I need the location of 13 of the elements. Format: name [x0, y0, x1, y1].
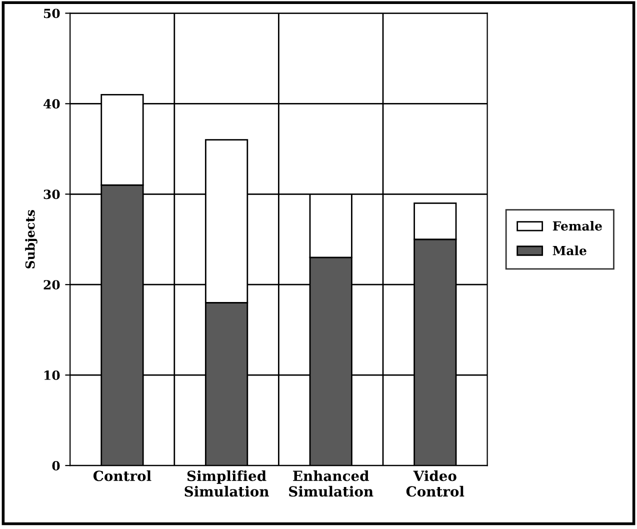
y-tick-label: 50: [44, 8, 60, 18]
y-tick-label: 0: [52, 460, 60, 470]
y-tick-label: 20: [44, 280, 60, 290]
legend-label: Male: [552, 246, 586, 256]
x-tick-label: Simplified Simulation: [184, 470, 269, 497]
y-tick-label: 10: [44, 370, 60, 380]
x-tick-label: Video Control: [406, 470, 464, 497]
y-tick-label: 30: [44, 190, 60, 200]
y-axis-title: Subjects: [25, 210, 38, 268]
y-tick-label: 40: [43, 99, 60, 109]
x-tick-label: Enhanced Simulation: [289, 470, 374, 497]
x-tick-label: Control: [93, 470, 152, 482]
legend-label: Female: [552, 221, 602, 231]
